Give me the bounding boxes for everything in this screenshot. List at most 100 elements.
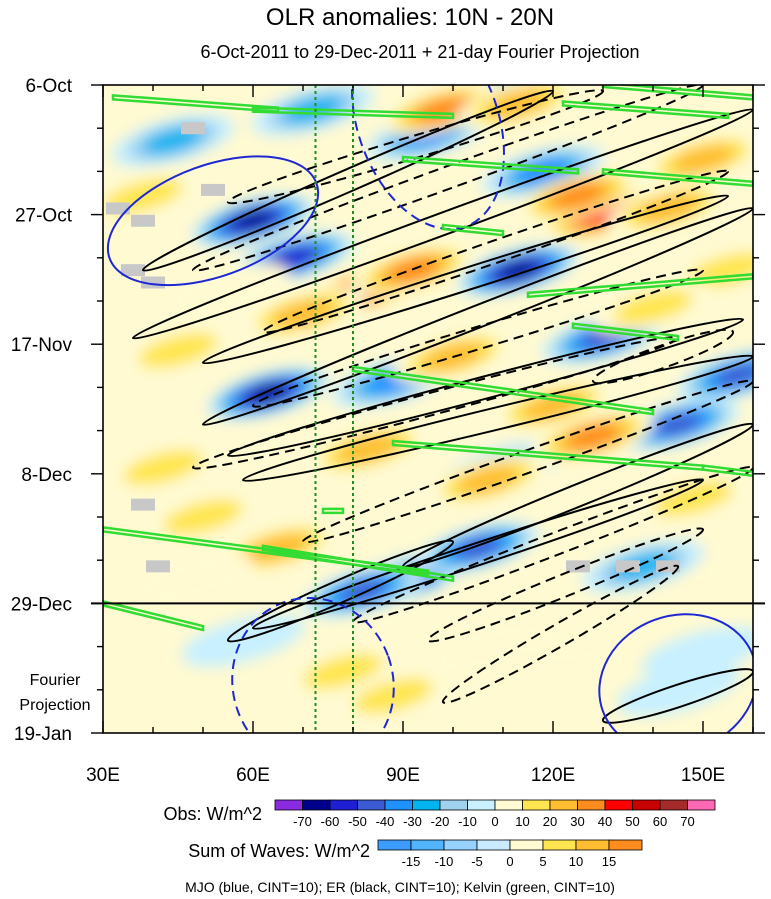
anomaly-blob-42	[531, 614, 655, 667]
missing-data-cell-1	[201, 183, 225, 196]
anomaly-blob-43	[138, 332, 218, 369]
anomaly-blob-9	[715, 364, 753, 386]
obs-colorbar-swatch-1	[302, 799, 331, 811]
y-tick-label-1: 27-Oct	[15, 206, 73, 227]
obs-colorbar-level-5: -20	[431, 814, 450, 829]
anomaly-blob-3	[499, 260, 537, 280]
contour-legend-note: MJO (blue, CINT=10); ER (black, CINT=10)…	[185, 879, 615, 895]
kelvin-contour-11	[701, 464, 753, 478]
y-tick-label-2: 17-Nov	[11, 335, 73, 356]
obs-colorbar-label: Obs: W/m^2	[164, 804, 262, 824]
waves-colorbar-swatch-5	[542, 839, 577, 851]
y-tick-label-5: 19-Jan	[14, 724, 72, 745]
anomaly-blob-17	[612, 552, 674, 581]
obs-colorbar-swatch-7	[467, 799, 496, 811]
missing-data-cell-6	[131, 498, 155, 511]
anomaly-blob-44	[166, 262, 290, 315]
waves-colorbar-swatch-3	[476, 839, 511, 851]
obs-colorbar-swatch-5	[412, 799, 441, 811]
obs-colorbar-swatch-3	[357, 799, 386, 811]
er-contour-positive-5	[241, 354, 753, 482]
obs-colorbar-swatch-10	[549, 799, 578, 811]
y-tick-label-4: 29-Dec	[11, 594, 72, 615]
waves-colorbar-level-5: 10	[569, 854, 583, 869]
er-contour-negative-9	[591, 328, 735, 385]
anomaly-blob-28	[672, 144, 734, 174]
y-tick-label-0: 6-Oct	[26, 76, 73, 97]
obs-colorbar-swatch-6	[439, 799, 468, 811]
obs-colorbar-swatch-15	[687, 799, 716, 811]
x-tick-label-3: 120E	[531, 765, 575, 786]
x-tick-label-0: 30E	[86, 765, 120, 786]
obs-colorbar-swatch-11	[577, 799, 606, 811]
anomaly-blob-1	[272, 247, 314, 268]
waves-colorbar-level-2: -5	[471, 854, 483, 869]
mjo-contour-3	[598, 613, 753, 733]
anomaly-blob-39	[303, 653, 383, 689]
missing-data-cell-9	[616, 560, 640, 573]
obs-colorbar-swatch-14	[659, 799, 688, 811]
anomaly-blob-18	[641, 626, 753, 679]
x-tick-label-2: 90E	[386, 765, 420, 786]
anomaly-blob-34	[457, 465, 519, 495]
mjo-contour-1	[351, 85, 505, 231]
missing-data-cell-0	[181, 122, 205, 135]
kelvin-contour-3	[561, 100, 730, 120]
anomaly-blob-38	[123, 449, 203, 486]
er-contour-negative-2	[261, 169, 730, 334]
projection-label-1: Fourier	[30, 672, 81, 689]
waves-colorbar-level-0: -15	[402, 854, 421, 869]
er-contour-negative-0	[191, 85, 705, 272]
waves-colorbar-swatch-1	[410, 839, 445, 851]
kelvin-contour-1	[251, 106, 455, 120]
anomaly-blob-25	[417, 97, 469, 122]
obs-colorbar-level-4: -30	[403, 814, 422, 829]
waves-colorbar-swatch-0	[377, 839, 412, 851]
obs-colorbar-level-7: 0	[491, 814, 498, 829]
kelvin-contour-4	[401, 155, 580, 175]
missing-data-cell-3	[131, 214, 155, 227]
er-contour-positive-1	[131, 108, 753, 340]
obs-colorbar-level-9: 20	[543, 814, 557, 829]
obs-colorbar-level-3: -40	[376, 814, 395, 829]
waves-colorbar-label: Sum of Waves: W/m^2	[188, 841, 370, 861]
waves-colorbar-level-6: 15	[602, 854, 616, 869]
obs-colorbar-level-8: 10	[515, 814, 529, 829]
er-contour-negative-6	[351, 465, 753, 624]
missing-data-cell-2	[106, 202, 130, 215]
waves-colorbar: -15 -10 -5 0 5 10 15	[377, 839, 643, 869]
anomaly-blob-46	[613, 289, 693, 325]
waves-colorbar-swatch-6	[575, 839, 610, 851]
anomaly-blob-4	[249, 384, 287, 403]
kelvin-contour-8	[571, 322, 680, 342]
obs-colorbar-level-11: 40	[598, 814, 612, 829]
obs-colorbar-level-14: 70	[680, 814, 694, 829]
anomaly-blob-37	[163, 499, 243, 535]
obs-colorbar-swatch-2	[329, 799, 358, 811]
er-contour-positive-4	[226, 317, 745, 458]
kelvin-contour-6	[441, 223, 505, 237]
anomaly-blob-26	[487, 89, 549, 118]
anomaly-blob-8	[655, 413, 701, 436]
plot-field	[103, 85, 753, 733]
x-tick-label-1: 60E	[236, 765, 270, 786]
waves-colorbar-swatch-2	[443, 839, 478, 851]
obs-colorbar-swatch-12	[604, 799, 633, 811]
kelvin-contour-7	[526, 273, 753, 299]
obs-colorbar-swatch-4	[384, 799, 413, 811]
er-contour-negative-3	[251, 268, 705, 408]
missing-data-cell-8	[566, 560, 590, 573]
chart-subtitle: 6-Oct-2011 to 29-Dec-2011 + 21-day Fouri…	[200, 42, 639, 62]
plot-frame	[102, 84, 754, 734]
waves-colorbar-level-4: 5	[539, 854, 546, 869]
waves-colorbar-level-3: 0	[506, 854, 513, 869]
waves-colorbar-swatch-7	[608, 839, 643, 851]
obs-colorbar-level-6: -10	[458, 814, 477, 829]
er-contour-negative-8	[441, 564, 680, 704]
er-contour-positive-8	[251, 478, 705, 630]
y-tick-label-3: 8-Dec	[21, 465, 72, 486]
obs-colorbar-swatch-13	[632, 799, 661, 811]
x-tick-label-4: 150E	[681, 765, 725, 786]
er-contour-positive-7	[226, 539, 455, 643]
kelvin-contour-5	[601, 168, 753, 187]
